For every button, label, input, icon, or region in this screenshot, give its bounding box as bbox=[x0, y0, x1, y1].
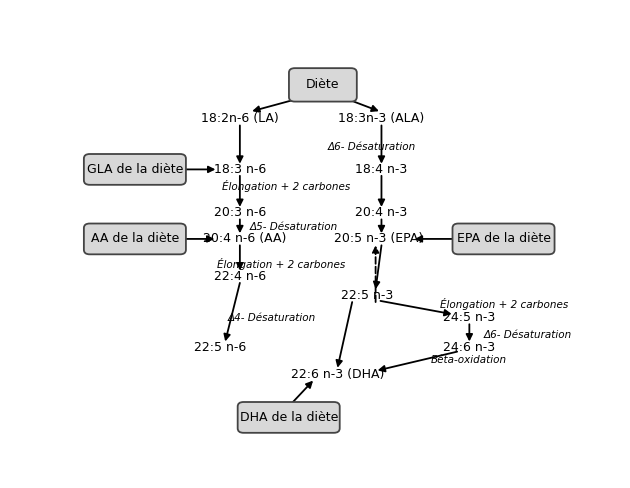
Text: AA de la diète: AA de la diète bbox=[91, 232, 179, 245]
Text: 18:4 n-3: 18:4 n-3 bbox=[355, 163, 408, 176]
Text: 22:5 n-6: 22:5 n-6 bbox=[194, 342, 246, 354]
Text: 18:3n-3 (ALA): 18:3n-3 (ALA) bbox=[338, 112, 425, 125]
Text: 18:2n-6 (LA): 18:2n-6 (LA) bbox=[201, 112, 278, 125]
Text: Δ6- Désaturation: Δ6- Désaturation bbox=[328, 142, 416, 152]
Text: Bêta-oxidation: Bêta-oxidation bbox=[430, 355, 507, 365]
Text: 20:4 n-6 (AA): 20:4 n-6 (AA) bbox=[203, 232, 287, 245]
FancyBboxPatch shape bbox=[84, 154, 186, 185]
FancyBboxPatch shape bbox=[289, 68, 357, 102]
Text: 20:5 n-3 (EPA): 20:5 n-3 (EPA) bbox=[335, 232, 423, 245]
Text: Élongation + 2 carbones: Élongation + 2 carbones bbox=[440, 298, 568, 309]
Text: Élongation + 2 carbones: Élongation + 2 carbones bbox=[217, 258, 345, 270]
FancyBboxPatch shape bbox=[84, 224, 186, 254]
Text: Diète: Diète bbox=[306, 79, 340, 91]
Text: 22:6 n-3 (DHA): 22:6 n-3 (DHA) bbox=[291, 367, 384, 381]
Text: 18:3 n-6: 18:3 n-6 bbox=[214, 163, 266, 176]
Text: 22:4 n-6: 22:4 n-6 bbox=[214, 270, 266, 283]
Text: Δ4- Désaturation: Δ4- Désaturation bbox=[227, 313, 316, 323]
Text: DHA de la diète: DHA de la diète bbox=[239, 411, 338, 424]
Text: 24:6 n-3: 24:6 n-3 bbox=[444, 342, 495, 354]
FancyBboxPatch shape bbox=[452, 224, 554, 254]
Text: 20:4 n-3: 20:4 n-3 bbox=[355, 206, 408, 219]
Text: 22:5 n-3: 22:5 n-3 bbox=[341, 289, 393, 302]
Text: 24:5 n-3: 24:5 n-3 bbox=[444, 311, 495, 325]
Text: GLA de la diète: GLA de la diète bbox=[87, 163, 183, 176]
FancyBboxPatch shape bbox=[238, 402, 340, 433]
Text: Δ5- Désaturation: Δ5- Désaturation bbox=[249, 222, 338, 231]
Text: EPA de la diète: EPA de la diète bbox=[457, 232, 551, 245]
Text: Δ6- Désaturation: Δ6- Désaturation bbox=[484, 330, 572, 340]
Text: 20:3 n-6: 20:3 n-6 bbox=[214, 206, 266, 219]
Text: Élongation + 2 carbones: Élongation + 2 carbones bbox=[222, 181, 350, 192]
